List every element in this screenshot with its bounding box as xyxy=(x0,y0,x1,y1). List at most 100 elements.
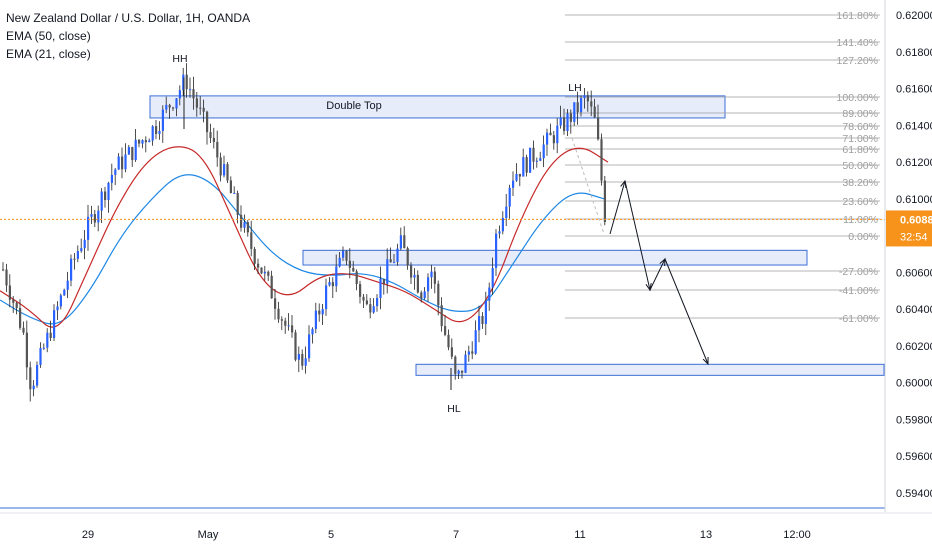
candle-body xyxy=(576,102,579,113)
candle-body xyxy=(515,173,518,181)
candle-body xyxy=(66,280,69,290)
candle-body xyxy=(90,214,93,217)
symbol-title[interactable]: New Zealand Dollar / U.S. Dollar, 1H, OA… xyxy=(6,11,251,25)
candle-body xyxy=(19,307,22,328)
candle-body xyxy=(430,271,433,278)
candle-body xyxy=(277,308,280,320)
candle-body xyxy=(328,282,331,286)
candle-body xyxy=(457,370,460,374)
candle-body xyxy=(331,282,334,287)
candle-body xyxy=(406,248,409,266)
candle-body xyxy=(100,191,103,211)
candle-body xyxy=(297,353,300,360)
candle-body xyxy=(546,132,549,145)
y-tick-label: 0.61600 xyxy=(896,84,932,96)
candle-body xyxy=(185,74,188,90)
candle-body xyxy=(525,157,528,173)
candle-body xyxy=(559,117,562,126)
candle-body xyxy=(73,258,76,260)
candle-body xyxy=(365,300,368,305)
x-tick-label: 29 xyxy=(82,529,94,541)
zone-label: Double Top xyxy=(326,100,381,112)
candle-body xyxy=(199,107,202,109)
candle-body xyxy=(314,310,317,329)
support-resistance-zone xyxy=(415,363,885,376)
fib-label: 23.60% xyxy=(842,196,878,208)
y-tick-label: 0.60000 xyxy=(896,378,932,390)
candle-body xyxy=(508,187,511,207)
candle-body xyxy=(535,160,538,162)
y-tick-label: 0.60200 xyxy=(896,341,932,353)
candle-body xyxy=(478,316,481,331)
price-axis: 0.62000 0.61800 0.61600 0.61400 0.61200 0.610… xyxy=(884,0,932,512)
candle-body xyxy=(192,89,195,99)
candle-body xyxy=(36,364,39,386)
candle-body xyxy=(379,278,382,299)
candle-body xyxy=(161,109,164,131)
chart-legend: New Zealand Dollar / U.S. Dollar, 1H, OA… xyxy=(6,9,250,63)
candle-body xyxy=(294,332,297,360)
y-tick-label: 0.59600 xyxy=(896,451,932,463)
candle-body xyxy=(491,267,494,288)
price-badge: 0.60888 32:54 xyxy=(886,210,932,247)
x-tick-label: May xyxy=(198,529,219,541)
candle-body xyxy=(240,214,243,228)
candle-body xyxy=(226,164,229,181)
candle-body xyxy=(464,354,467,373)
candle-body xyxy=(549,132,552,136)
candle-body xyxy=(53,310,56,338)
price-badge-bg xyxy=(886,210,932,247)
candle-body xyxy=(597,117,600,140)
ema50-line xyxy=(0,174,605,325)
indicator-ema50[interactable]: EMA (50, close) xyxy=(6,29,91,43)
projection-path xyxy=(609,180,709,365)
candle-body xyxy=(56,306,59,311)
candle-body xyxy=(396,248,399,262)
x-tick-label: 13 xyxy=(700,529,712,541)
candle-body xyxy=(338,257,341,267)
candle-body xyxy=(410,265,413,278)
candle-body xyxy=(569,113,572,122)
candle-body xyxy=(600,139,603,181)
candle-body xyxy=(501,217,504,232)
price-badge-price: 0.60888 xyxy=(900,214,932,226)
candle-body xyxy=(420,292,423,299)
price-badge-countdown: 32:54 xyxy=(900,231,928,243)
candle-body xyxy=(46,332,49,348)
projection-arrowhead xyxy=(645,283,652,292)
candle-body xyxy=(168,104,171,108)
candle-body xyxy=(29,367,32,390)
candle-body xyxy=(263,271,266,274)
candle-body xyxy=(481,316,484,324)
candle-body xyxy=(104,191,107,201)
y-tick-label: 0.61200 xyxy=(896,157,932,169)
candle-body xyxy=(182,74,185,91)
candle-body xyxy=(250,232,253,249)
candle-body xyxy=(301,353,304,366)
candle-body xyxy=(243,222,246,228)
candle-body xyxy=(175,98,178,109)
candle-body xyxy=(325,285,328,310)
candle-body xyxy=(389,259,392,263)
candle-body xyxy=(580,98,583,113)
candle-body xyxy=(335,266,338,287)
candle-body xyxy=(304,358,307,366)
candle-body xyxy=(274,298,277,309)
candle-body xyxy=(5,269,8,286)
candle-body xyxy=(433,271,436,284)
candle-body xyxy=(178,90,181,99)
fib-label: 78.60% xyxy=(842,121,878,133)
indicator-ema21[interactable]: EMA (21, close) xyxy=(6,47,91,61)
candle-body xyxy=(403,235,406,249)
y-tick-label: 0.61000 xyxy=(896,194,932,206)
candle-body xyxy=(15,302,18,308)
support-resistance-zone xyxy=(149,95,726,119)
candle-body xyxy=(342,250,345,258)
candle-body xyxy=(444,326,447,335)
candle-body xyxy=(280,319,283,321)
candle-body xyxy=(352,267,355,272)
candle-body xyxy=(246,222,249,233)
candle-body xyxy=(359,284,362,297)
